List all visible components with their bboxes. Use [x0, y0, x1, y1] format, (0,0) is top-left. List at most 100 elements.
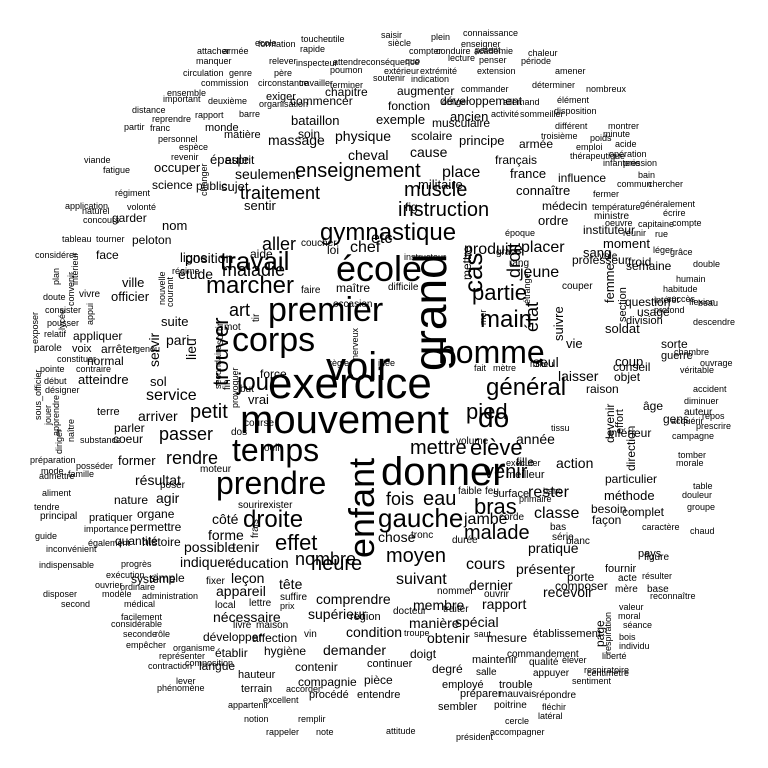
word: sentir: [244, 198, 276, 213]
word: formation: [258, 39, 296, 49]
word: rester: [528, 484, 570, 501]
word: public: [196, 179, 227, 193]
word: emploi: [576, 142, 603, 152]
word: saut: [474, 629, 492, 639]
word: sembler: [438, 701, 477, 713]
word: cours: [466, 556, 505, 573]
word: sortir: [215, 322, 226, 345]
word: aliment: [42, 488, 72, 498]
word: blanc: [566, 536, 590, 547]
word: début: [44, 376, 67, 386]
word: seul: [533, 354, 559, 370]
word: descendre: [693, 317, 735, 327]
word: exemple: [376, 112, 425, 127]
word: banc: [543, 486, 563, 496]
word: tête: [279, 576, 303, 592]
word: usage: [637, 305, 670, 319]
word: matière: [224, 129, 261, 141]
word: ordre: [538, 213, 568, 228]
word: semaine: [626, 259, 672, 273]
word: prescrire: [696, 421, 731, 431]
word: histoire: [142, 535, 181, 549]
word: opération: [609, 149, 647, 159]
word: période: [521, 56, 551, 66]
word: continuer: [367, 658, 413, 670]
word: chaud: [690, 526, 715, 536]
word: compagnie: [298, 675, 357, 689]
word: particulier: [605, 472, 657, 486]
word: spécial: [455, 614, 499, 630]
word: recevoir: [543, 584, 593, 600]
word: présenter: [516, 561, 575, 577]
word: grave: [496, 247, 521, 258]
word: feu: [485, 486, 499, 497]
word: jouer: [43, 405, 53, 426]
word: tissu: [551, 423, 570, 433]
word: éducation: [228, 555, 289, 571]
word: facilement: [121, 612, 163, 622]
word: membre: [413, 597, 465, 613]
word: résulter: [642, 571, 672, 581]
word: sujet: [221, 179, 249, 194]
word: fois: [386, 489, 414, 509]
word: soin: [298, 127, 320, 141]
word: gauche: [378, 503, 463, 533]
word: commandement: [507, 649, 579, 660]
word: état: [522, 302, 542, 332]
word: poitrine: [494, 700, 527, 711]
word: ouvrage: [700, 358, 733, 368]
word: tronc: [411, 530, 433, 541]
word: indiquer: [180, 554, 230, 570]
word: principe: [459, 133, 505, 148]
word: douleur: [682, 490, 712, 500]
word: siècle: [388, 38, 411, 48]
word: classe: [534, 505, 579, 522]
word: franc: [150, 123, 171, 133]
word: représenter: [159, 651, 205, 661]
word: manquer: [196, 56, 232, 66]
word: appareil: [216, 583, 266, 599]
word: trouver: [208, 318, 233, 386]
word: intérieur: [70, 252, 80, 285]
word: force: [260, 367, 287, 381]
word: morale: [676, 458, 704, 468]
word: partie: [472, 280, 527, 305]
word: concours: [83, 215, 120, 225]
word: do: [478, 402, 509, 433]
word: circonstance: [258, 78, 309, 88]
word: main: [480, 306, 532, 333]
word: penser: [479, 55, 507, 65]
word: laisser: [558, 368, 599, 384]
word: affection: [252, 631, 297, 645]
word: préparer: [460, 688, 502, 700]
word: parler: [114, 421, 145, 435]
word: pointe: [40, 364, 65, 374]
word: suivant: [396, 571, 447, 588]
word: organisation: [259, 99, 308, 109]
word: chambre: [674, 347, 709, 357]
word: respiration: [603, 612, 613, 654]
word: tenir: [232, 539, 260, 555]
word: suffire: [280, 592, 307, 603]
word-cloud-words: exercice mouvement voir grand donner éco…: [30, 28, 735, 742]
word: mode: [41, 466, 64, 476]
word: empêcher: [126, 640, 166, 650]
word: grâce: [670, 247, 693, 257]
word: suivre: [551, 306, 566, 341]
word: exécuter: [506, 458, 541, 468]
word: quo: [405, 56, 420, 66]
word: parent: [475, 45, 501, 55]
word: moteur: [200, 464, 232, 475]
word: page: [593, 620, 607, 647]
word: rappeler: [266, 727, 299, 737]
word: pression: [623, 158, 657, 168]
word: tomber: [678, 450, 706, 460]
word: effet: [275, 530, 317, 555]
word: conséquence: [366, 57, 420, 67]
word: mère: [615, 584, 638, 595]
word: attacher: [197, 46, 230, 56]
word: activité: [491, 109, 519, 119]
word: prendre: [216, 465, 326, 501]
word: fille: [516, 455, 534, 469]
word: règle: [329, 358, 349, 368]
